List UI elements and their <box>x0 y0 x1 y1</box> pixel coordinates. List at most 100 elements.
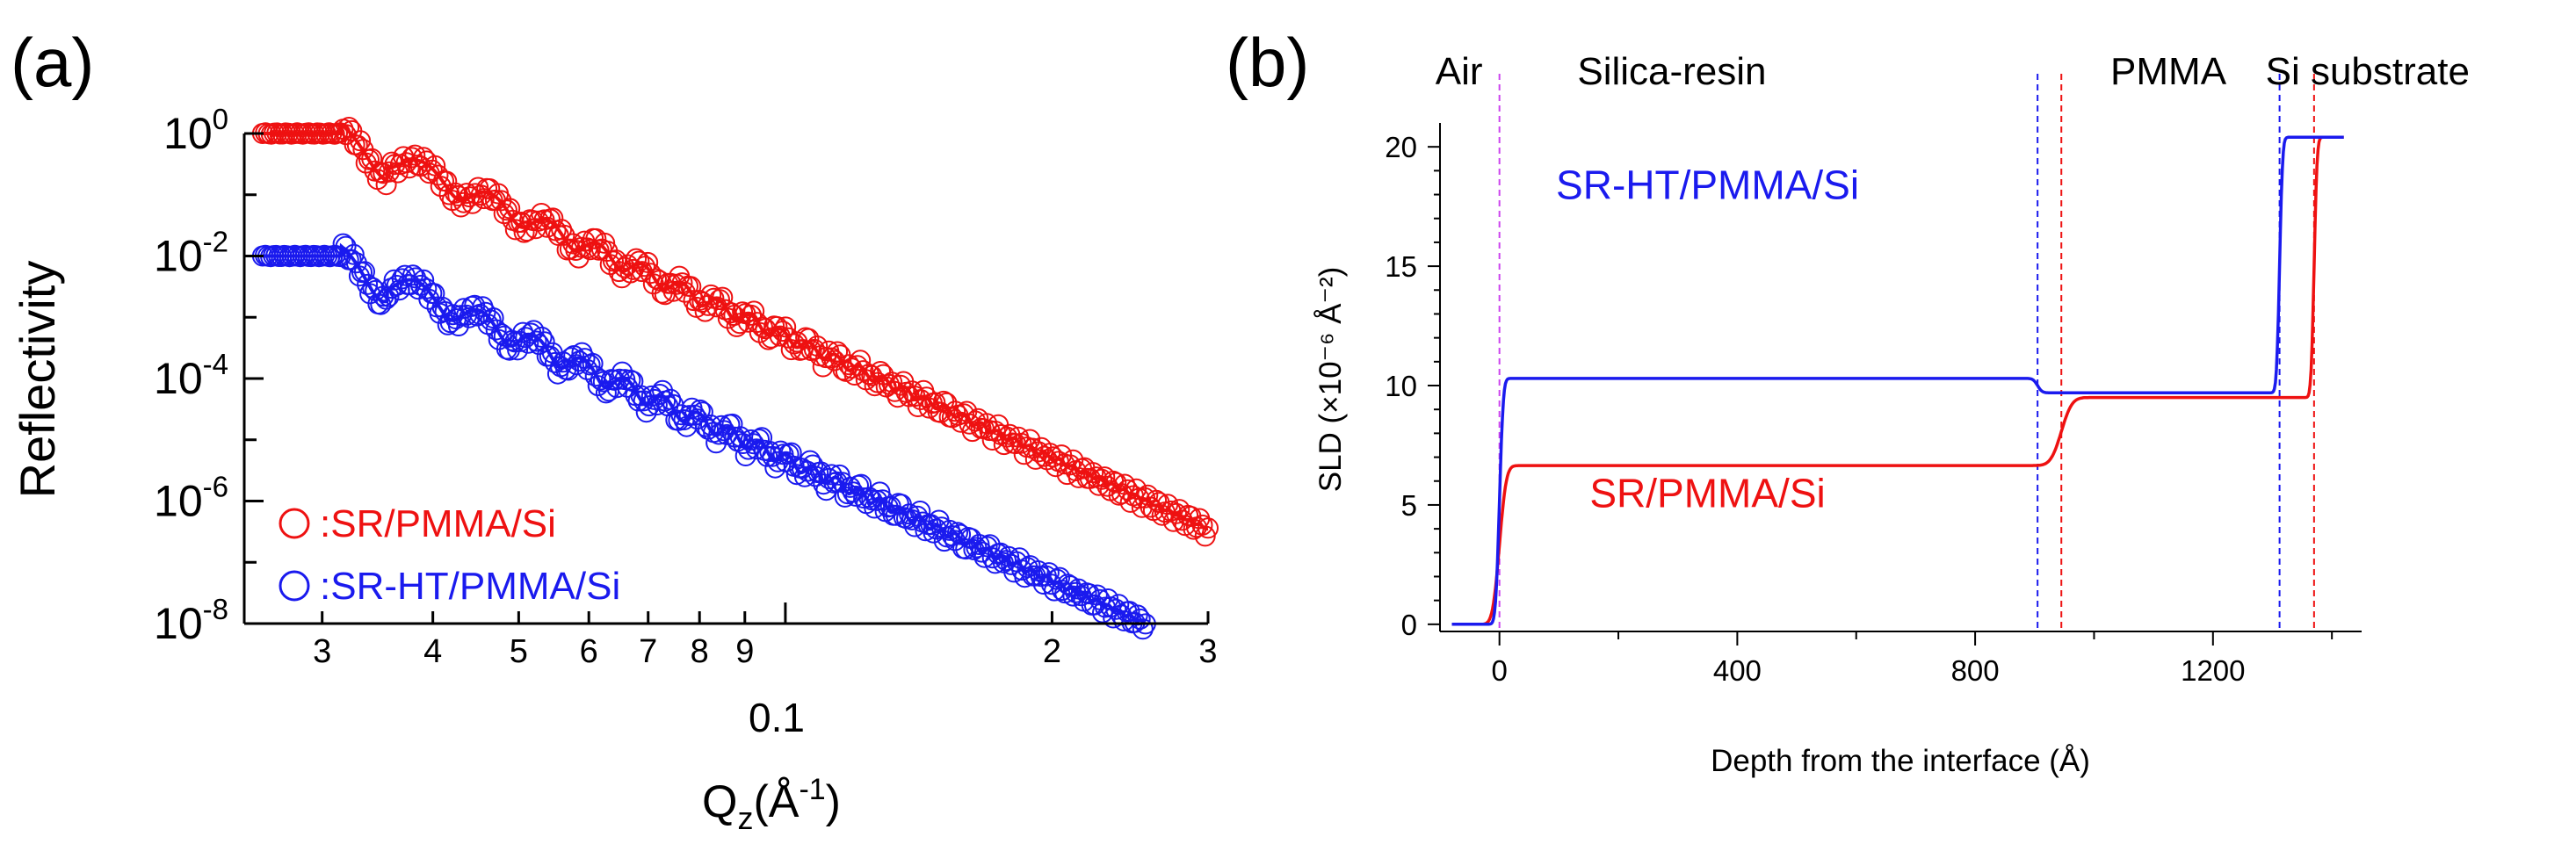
chart-a-x-tick-label: 3 <box>313 633 331 670</box>
chart-a-data-point <box>430 176 452 198</box>
chart-a-xlabel-close: ) <box>826 776 841 827</box>
chart-b-curve-labels: SR/PMMA/Si SR-HT/PMMA/Si <box>1556 162 1859 516</box>
legend-item-sr-pmma-si: :SR/PMMA/Si <box>279 502 556 545</box>
chart-a-y-tick-base: 10 <box>154 232 203 281</box>
chart-b-x-tick-label: 400 <box>1713 654 1762 687</box>
chart-a-x-tick-label: 9 <box>735 633 754 670</box>
chart-a-x-axis-title: Qz(Å-1) <box>702 773 841 836</box>
chart-b-y-tick-label: 10 <box>1385 370 1417 402</box>
chart-a-data-point <box>1028 441 1049 463</box>
chart-b-x-ticks: 0 400 800 1200 <box>1491 631 2334 687</box>
chart-a-data-point <box>1105 472 1127 494</box>
chart-a-data-point <box>378 285 400 307</box>
chart-a-data-point <box>766 315 788 337</box>
chart-a-data-point <box>523 320 545 342</box>
chart-a-data-point <box>858 364 880 386</box>
chart-a-x-tick-label: 4 <box>423 633 442 670</box>
chart-a-data-point <box>771 321 793 343</box>
chart-a-data-point <box>881 372 903 393</box>
chart-a-data-point <box>1044 580 1065 602</box>
chart-a-data-point <box>909 501 931 522</box>
chart-b-curve-label: SR-HT/PMMA/Si <box>1556 162 1859 208</box>
chart-a-data-point <box>1065 581 1087 603</box>
chart-a-data-point <box>648 270 670 292</box>
chart-a-data-point <box>544 351 566 373</box>
chart-b-region-label: Si substrate <box>2266 50 2470 93</box>
chart-a-data-point <box>402 147 423 169</box>
legend-marker-sr-pmma-si <box>279 508 310 539</box>
chart-a-data-point <box>517 332 539 354</box>
chart-a-data-point <box>348 265 370 287</box>
chart-a-data-point <box>760 327 782 349</box>
chart-a-data-point <box>821 464 843 486</box>
chart-b-interface-lines <box>1498 74 2315 631</box>
chart-a-data-point <box>1191 514 1213 536</box>
chart-a-y-tick-exponent: -4 <box>203 348 228 380</box>
chart-a-data-point <box>554 224 575 246</box>
chart-a-y-tick-exponent: 0 <box>213 103 228 135</box>
chart-a-data-point <box>346 134 368 156</box>
chart-b-y-tick-label: 0 <box>1401 609 1417 641</box>
chart-a-data-point <box>743 300 765 322</box>
chart-a-data-point <box>732 301 754 323</box>
chart-a-data-point <box>1108 594 1130 616</box>
chart-a-x-tick-label: 5 <box>510 633 528 670</box>
chart-b-sld-profile: 0 400 800 1200 0 5 10 15 20 Air Silica-resin PMMA… <box>1313 50 2470 778</box>
chart-a-y-tick-base: 10 <box>154 354 203 403</box>
chart-a-data-point <box>576 358 598 380</box>
panel-a-label: (a) <box>11 24 94 101</box>
chart-a-xlabel-sup: -1 <box>799 773 825 806</box>
chart-a-data-point <box>404 144 426 166</box>
chart-a-y-tick-label: 100 <box>163 103 228 158</box>
chart-a-x-tick-label: 2 <box>1043 633 1061 670</box>
chart-a-data-point <box>480 309 502 331</box>
chart-a-data-point <box>649 384 670 405</box>
chart-a-data-point <box>1091 468 1112 490</box>
chart-a-data-point <box>566 354 588 376</box>
legend-item-sr-ht-pmma-si: :SR-HT/PMMA/Si <box>279 565 620 608</box>
chart-a-data-point <box>947 522 968 544</box>
chart-b-sld-line-1 <box>1451 135 2344 626</box>
chart-a-y-tick-label: 10-4 <box>154 348 228 403</box>
chart-a-y-tick-label: 10-8 <box>154 593 228 648</box>
chart-b-x-tick-label: 1200 <box>2181 654 2245 687</box>
chart-a-data-point <box>496 199 517 221</box>
chart-a-y-tick-exponent: -8 <box>203 593 228 625</box>
chart-a-data-point <box>749 429 770 451</box>
chart-a-data-point <box>953 403 974 425</box>
chart-a-data-point <box>1024 565 1046 587</box>
chart-a-data-point <box>741 304 762 326</box>
chart-a-data-point <box>803 338 825 360</box>
chart-a-data-point <box>1117 479 1139 501</box>
chart-a-x-tick-label: 3 <box>1198 633 1217 670</box>
chart-a-data-point <box>350 130 372 152</box>
chart-a-data-point <box>995 550 1017 572</box>
legend-label-sr-pmma-si: :SR/PMMA/Si <box>320 502 556 545</box>
chart-a-data-point <box>775 316 797 338</box>
chart-a-data-point <box>850 473 872 495</box>
chart-a-data-point <box>976 536 998 558</box>
chart-a-x-major-label: 0.1 <box>749 695 805 740</box>
chart-b-region-label: Silica-resin <box>1577 50 1766 93</box>
chart-a-data-point <box>343 243 365 265</box>
chart-a-data-point <box>984 552 1006 574</box>
chart-a-data-point <box>716 423 738 445</box>
chart-a-data-point <box>391 268 413 290</box>
chart-a-data-point <box>405 267 426 289</box>
chart-a-data-point <box>568 350 590 372</box>
chart-a-y-tick-label: 10-6 <box>154 471 228 526</box>
chart-b-curve-label: SR/PMMA/Si <box>1589 470 1825 516</box>
chart-a-data-point <box>1049 566 1071 588</box>
chart-a-data-point <box>1042 446 1064 468</box>
chart-b-y-tick-label: 15 <box>1385 250 1417 283</box>
chart-a-legend: :SR/PMMA/Si :SR-HT/PMMA/Si <box>279 502 620 608</box>
legend-label-sr-ht-pmma-si: :SR-HT/PMMA/Si <box>320 565 620 608</box>
chart-a-xlabel-sub: z <box>737 800 753 836</box>
chart-b-region-labels: Air Silica-resin PMMA Si substrate <box>1436 50 2470 93</box>
chart-a-data-point <box>842 481 864 503</box>
chart-a-y-tick-base: 10 <box>154 477 203 526</box>
chart-a-xlabel-q: Q <box>702 776 737 827</box>
chart-b-region-label: Air <box>1436 50 1483 93</box>
